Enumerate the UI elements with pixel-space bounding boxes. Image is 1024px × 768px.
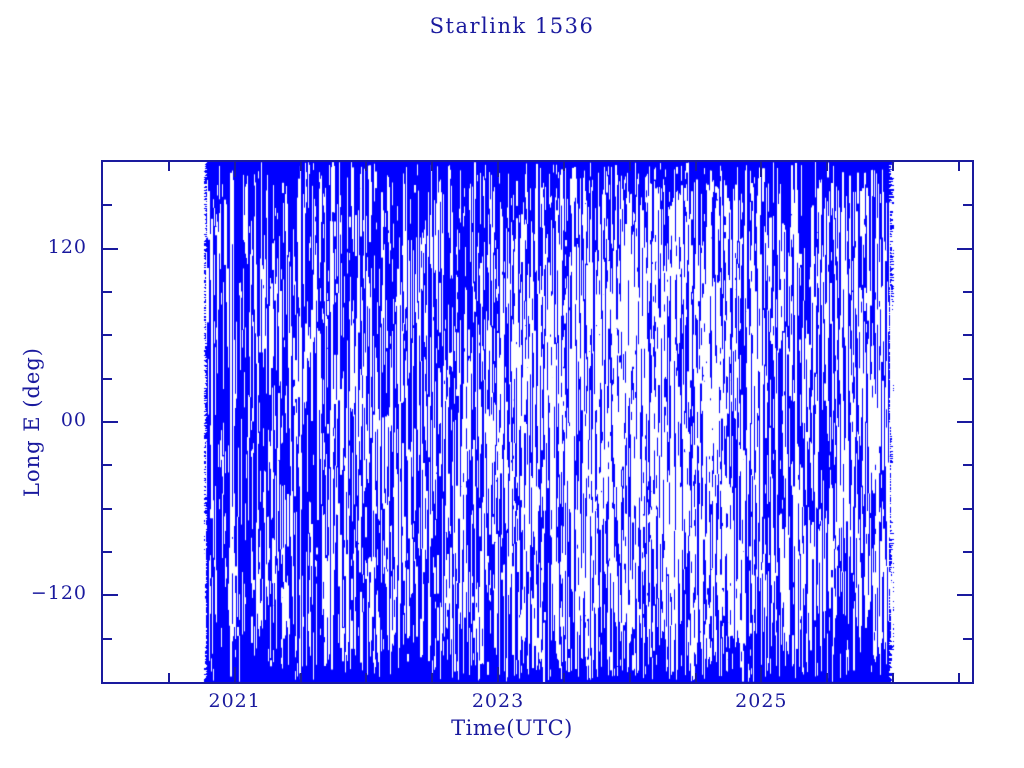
x-minor-tick bbox=[562, 162, 565, 171]
x-tick-label: 2021 bbox=[208, 690, 261, 712]
x-major-tick bbox=[760, 162, 763, 177]
x-tick-label: 2023 bbox=[471, 690, 525, 712]
x-major-tick bbox=[497, 667, 499, 682]
x-minor-tick bbox=[957, 673, 960, 682]
y-major-tick bbox=[957, 247, 972, 250]
x-minor-tick bbox=[892, 673, 894, 682]
x-minor-tick bbox=[628, 673, 631, 682]
y-minor-tick bbox=[103, 464, 112, 467]
x-minor-tick bbox=[299, 673, 302, 682]
plot-data-area bbox=[103, 162, 972, 682]
x-major-tick bbox=[497, 162, 499, 177]
y-minor-tick bbox=[963, 291, 972, 293]
x-minor-tick bbox=[299, 162, 302, 171]
longitude-trace-canvas bbox=[103, 162, 972, 682]
y-minor-tick bbox=[963, 637, 972, 640]
y-minor-tick bbox=[963, 551, 972, 553]
x-minor-tick bbox=[365, 162, 368, 171]
plot-frame bbox=[101, 160, 974, 684]
x-minor-tick bbox=[892, 162, 894, 171]
y-minor-tick bbox=[103, 507, 112, 510]
x-minor-tick bbox=[167, 162, 170, 171]
x-minor-tick bbox=[694, 162, 697, 171]
x-minor-tick bbox=[431, 162, 434, 171]
y-major-tick bbox=[103, 594, 118, 597]
y-minor-tick bbox=[963, 464, 972, 467]
y-minor-tick bbox=[963, 507, 972, 510]
x-major-tick bbox=[233, 162, 236, 177]
y-major-tick bbox=[957, 421, 972, 423]
y-tick-label: 00 bbox=[60, 409, 87, 431]
y-axis-title-wrap: Long E (deg) bbox=[0, 160, 44, 684]
y-major-tick bbox=[103, 421, 118, 423]
y-tick-label: 120 bbox=[47, 235, 87, 258]
y-minor-tick bbox=[963, 377, 972, 380]
x-minor-tick bbox=[826, 673, 829, 682]
x-minor-tick bbox=[628, 162, 631, 171]
x-major-tick bbox=[233, 667, 236, 682]
y-minor-tick bbox=[963, 204, 972, 207]
y-minor-tick bbox=[103, 291, 112, 293]
x-tick-label: 2025 bbox=[735, 690, 788, 712]
y-minor-tick bbox=[103, 377, 112, 380]
y-axis-title: Long E (deg) bbox=[20, 347, 44, 497]
y-major-tick bbox=[103, 247, 118, 250]
y-minor-tick bbox=[103, 551, 112, 553]
x-minor-tick bbox=[826, 162, 829, 171]
x-minor-tick bbox=[431, 673, 434, 682]
x-minor-tick bbox=[957, 162, 960, 171]
x-minor-tick bbox=[365, 673, 368, 682]
x-minor-tick bbox=[694, 673, 697, 682]
x-axis-title: Time(UTC) bbox=[451, 716, 573, 740]
page-title: Starlink 1536 bbox=[429, 14, 595, 38]
y-tick-label: −120 bbox=[30, 582, 87, 605]
y-minor-tick bbox=[963, 334, 972, 337]
y-minor-tick bbox=[103, 637, 112, 640]
x-minor-tick bbox=[562, 673, 565, 682]
y-major-tick bbox=[957, 594, 972, 597]
y-minor-tick bbox=[103, 334, 112, 337]
y-minor-tick bbox=[103, 204, 112, 207]
x-major-tick bbox=[760, 667, 763, 682]
x-minor-tick bbox=[167, 673, 170, 682]
